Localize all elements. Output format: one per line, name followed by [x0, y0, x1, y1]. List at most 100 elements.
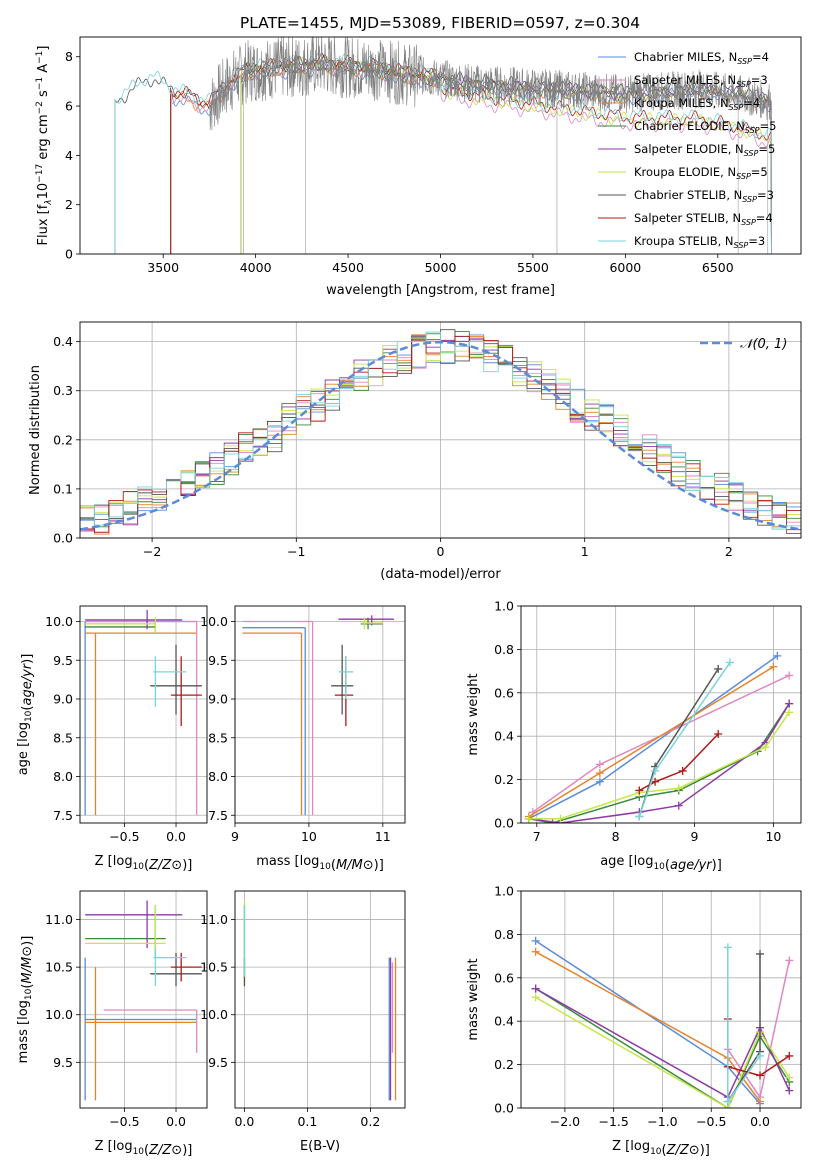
- y-tick-label: 8.0: [53, 769, 73, 784]
- x-tick-label: 2: [725, 544, 733, 559]
- legend-entry: Salpeter STELIB, NSSP=4: [634, 211, 773, 227]
- series-line: [727, 947, 761, 1104]
- plot-area: [531, 936, 794, 1108]
- x-tick-label: 6500: [702, 260, 734, 275]
- y-tick-label: 0.6: [494, 685, 514, 700]
- y-axis-label: Flux [fλ10−17 erg cm−2 s−1 A−1]: [35, 46, 54, 246]
- legend-entry: Kroupa MILES, NSSP=4: [634, 96, 760, 112]
- x-tick-label: 0.2: [360, 1114, 380, 1129]
- series-marker: [674, 784, 683, 793]
- series-marker: [531, 984, 540, 993]
- plot-area: [80, 329, 801, 535]
- x-tick-label: −0.5: [696, 1114, 726, 1129]
- series-marker: [769, 662, 778, 671]
- y-tick-label: 10.0: [200, 614, 228, 629]
- plot-area: [84, 609, 202, 816]
- series-marker: [714, 730, 723, 739]
- x-tick-label: −0.5: [109, 829, 139, 844]
- y-tick-label: 11.0: [45, 912, 73, 927]
- y-tick-label: 9.5: [208, 653, 228, 668]
- series-marker: [726, 658, 735, 667]
- x-axis-label: Z [log10(Z/Z⊙)]: [612, 1139, 710, 1158]
- series-line: [535, 987, 790, 1099]
- y-tick-label: 9.0: [208, 692, 228, 707]
- x-axis-label: wavelength [Angstrom, rest frame]: [326, 283, 555, 298]
- panel-residuals: −2 −1 0 1 2 0.0 0.1 0.2 0.3 0.4 (data-model)/error…: [28, 321, 802, 582]
- legend: Chabrier MILES, NSSP=4 Salpeter MILES, NS…: [598, 50, 776, 250]
- panel-spectrum: 3500 4000 4500 5000 5500 6000 6500 0 2 4 6 8 wavelen…: [35, 36, 802, 298]
- series-line: [528, 666, 774, 818]
- y-tick-label: 0.4: [494, 729, 514, 744]
- y-tick-label: 1.0: [494, 884, 514, 899]
- y-tick-label: 0.1: [53, 481, 73, 496]
- panel-age-vs-z: −0.5 0.0 7.5 8.0 8.5 9.0 9.5 10.0 Z [log10(Z/Z⊙)…: [16, 605, 208, 873]
- axes-border: [234, 890, 406, 1109]
- y-tick-label: 2: [65, 197, 73, 212]
- x-axis-label: (data-model)/error: [380, 567, 501, 582]
- y-tick-label: 8: [65, 49, 73, 64]
- y-tick-label: 0.4: [53, 334, 73, 349]
- y-tick-label: 0: [65, 247, 73, 262]
- x-tick-label: 9: [691, 829, 699, 844]
- y-tick-label: 0.0: [494, 816, 514, 831]
- series-marker: [556, 814, 565, 823]
- x-tick-label: 5500: [517, 260, 549, 275]
- x-tick-label: 0.0: [166, 829, 186, 844]
- legend-entry: 𝒩(0, 1): [740, 337, 787, 352]
- axes-frame: 7 8 9 10 0.0 0.2 0.4 0.6 0.8 1.0 age [log10(age/yr…: [466, 599, 802, 873]
- y-axis-label: mass weight: [466, 958, 481, 1040]
- residual-histogram-kroupa-elodie: [80, 337, 801, 529]
- legend: 𝒩(0, 1): [700, 337, 787, 352]
- legend-entry: Salpeter ELODIE, NSSP=5: [634, 142, 775, 158]
- series-line: [535, 951, 761, 1102]
- series-marker: [785, 699, 794, 708]
- axes-frame: −0.5 0.0 9.5 10.0 10.5 11.0 Z [log10(Z/Z⊙)] mas…: [16, 890, 208, 1158]
- legend-entry: Chabrier STELIB, NSSP=3: [634, 188, 774, 204]
- y-tick-label: 0.8: [494, 642, 514, 657]
- axes-border: [234, 605, 406, 824]
- axes-border: [520, 605, 802, 824]
- axes-frame: −2 −1 0 1 2 0.0 0.1 0.2 0.3 0.4 (data-model)/error…: [28, 321, 802, 582]
- model-spectrum-line: [170, 52, 772, 254]
- y-tick-label: 9.5: [53, 653, 73, 668]
- series-marker: [635, 786, 644, 795]
- series-marker: [674, 801, 683, 810]
- series-marker: [785, 708, 794, 717]
- series-marker: [756, 949, 765, 958]
- y-tick-label: 1.0: [494, 599, 514, 614]
- series-marker: [756, 1071, 765, 1080]
- legend-entry: Chabrier ELODIE, NSSP=5: [634, 119, 776, 135]
- x-tick-label: 7: [533, 829, 541, 844]
- y-tick-label: 10.0: [200, 1007, 228, 1022]
- x-tick-label: 0.0: [166, 1114, 186, 1129]
- y-tick-label: 6: [65, 99, 73, 114]
- y-tick-label: 8.0: [208, 769, 228, 784]
- x-tick-label: 9: [231, 829, 239, 844]
- y-tick-label: 10.0: [45, 1007, 73, 1022]
- axes-border: [79, 890, 208, 1109]
- series-line: [528, 711, 790, 820]
- figure-title: PLATE=1455, MJD=53089, FIBERID=0597, z=0…: [240, 14, 640, 32]
- x-tick-label: 4000: [240, 260, 272, 275]
- x-axis-label: mass [log10(M/M⊙)]: [256, 854, 384, 873]
- series-line: [535, 940, 761, 1105]
- x-tick-label: 0.0: [234, 1114, 254, 1129]
- plot-area: [243, 900, 397, 1101]
- y-axis-label: Normed distribution: [28, 365, 43, 495]
- series-marker: [651, 777, 660, 786]
- plot-area: [84, 900, 202, 1101]
- legend-entry: Kroupa STELIB, NSSP=3: [634, 234, 765, 250]
- x-tick-label: −1: [287, 544, 305, 559]
- y-tick-label: 9.5: [208, 1055, 228, 1070]
- series-marker: [678, 766, 687, 775]
- axes-border: [520, 890, 802, 1109]
- x-tick-label: 8: [612, 829, 620, 844]
- x-tick-label: 10: [301, 829, 317, 844]
- series-marker: [756, 1051, 765, 1060]
- y-tick-label: 0.0: [494, 1101, 514, 1116]
- series-marker: [785, 956, 794, 965]
- y-axis-label: age [log10(age/yr)]: [16, 654, 35, 776]
- y-tick-label: 4: [65, 148, 73, 163]
- gaussian-curve: [80, 340, 801, 531]
- plot-area: [114, 37, 772, 254]
